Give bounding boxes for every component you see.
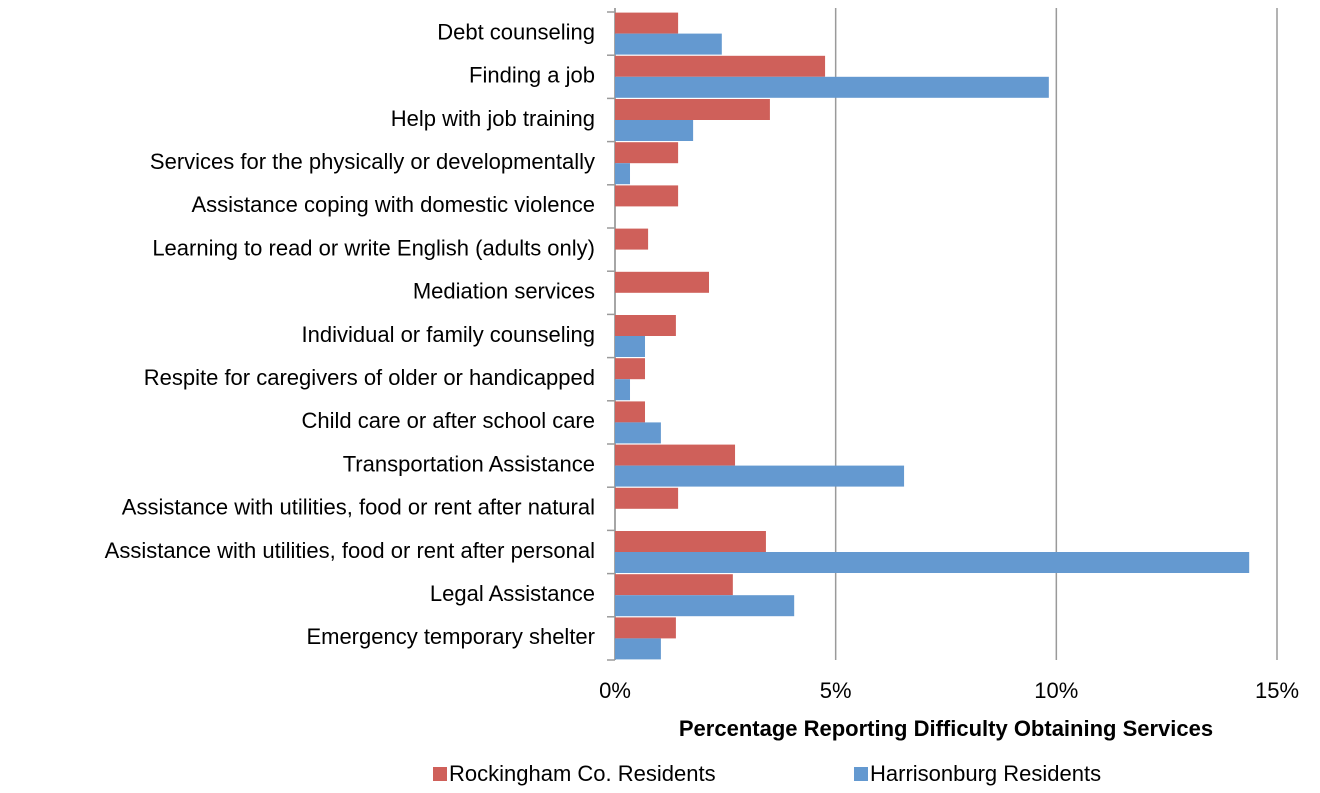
bar — [615, 228, 649, 250]
bar — [615, 552, 1250, 573]
x-tick-label: 10% — [1034, 678, 1078, 703]
x-tick-label: 15% — [1255, 678, 1299, 703]
bar — [615, 422, 661, 444]
legend-label: Harrisonburg Residents — [870, 761, 1101, 786]
bar — [615, 379, 631, 401]
y-tick-label: Respite for caregivers of older or handi… — [144, 365, 595, 390]
y-tick-label: Transportation Assistance — [343, 451, 595, 476]
y-tick-label: Services for the physically or developme… — [150, 149, 595, 174]
y-tick-label: Mediation services — [413, 279, 595, 304]
bar — [615, 33, 722, 55]
x-tick-label: 0% — [599, 678, 631, 703]
bar — [615, 163, 631, 185]
y-tick-label: Finding a job — [469, 63, 595, 88]
bar — [615, 55, 826, 77]
bar — [615, 444, 736, 466]
y-tick-label: Debt counseling — [437, 19, 595, 44]
x-tick-label: 5% — [820, 678, 852, 703]
legend-swatch — [433, 767, 447, 781]
y-tick-label: Assistance with utilities, food or rent … — [105, 538, 595, 563]
y-tick-label: Child care or after school care — [302, 408, 595, 433]
bar — [615, 12, 679, 34]
bar — [615, 76, 1049, 98]
bar — [615, 271, 710, 293]
bar — [615, 617, 676, 639]
bar — [615, 120, 694, 141]
bar — [615, 358, 646, 380]
bar — [615, 185, 679, 207]
bar — [615, 336, 646, 357]
y-tick-label: Legal Assistance — [430, 581, 595, 606]
bar — [615, 574, 733, 596]
y-tick-label: Assistance with utilities, food or rent … — [122, 495, 595, 520]
bar — [615, 99, 770, 120]
x-axis-title: Percentage Reporting Difficulty Obtainin… — [679, 716, 1213, 741]
bar — [615, 638, 661, 660]
legend-swatch — [854, 767, 868, 781]
y-tick-label: Assistance coping with domestic violence — [191, 192, 595, 217]
bar — [615, 142, 679, 164]
y-tick-label: Help with job training — [391, 106, 595, 131]
bar — [615, 531, 766, 552]
bar — [615, 315, 676, 336]
bar — [615, 465, 905, 487]
y-tick-label: Emergency temporary shelter — [306, 624, 595, 649]
y-tick-label: Individual or family counseling — [302, 322, 596, 347]
bar — [615, 595, 795, 617]
bar — [615, 401, 646, 423]
bar — [615, 487, 679, 509]
y-tick-label: Learning to read or write English (adult… — [152, 235, 595, 260]
legend-label: Rockingham Co. Residents — [449, 761, 716, 786]
